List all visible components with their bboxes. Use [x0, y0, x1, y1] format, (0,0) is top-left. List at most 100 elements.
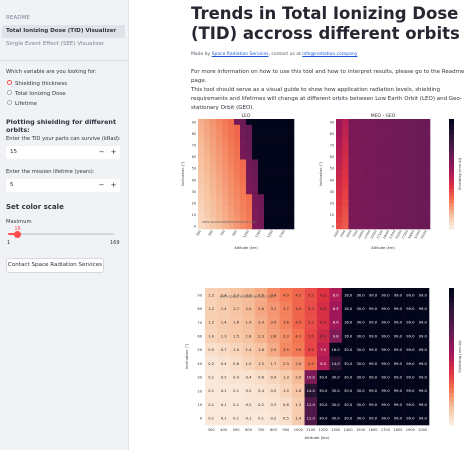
heatmap-cell	[198, 130, 205, 137]
radio-lifetime[interactable]: Lifetime	[7, 100, 37, 108]
heatmap-cell	[222, 136, 229, 143]
cell-value-label: 99.0	[406, 375, 415, 379]
cell-value-label: 14.0	[332, 362, 341, 366]
heatmap-cell	[264, 130, 271, 137]
cell-value-label: 3.1	[271, 307, 277, 311]
heatmap-cell	[354, 153, 362, 160]
y-tick-label: 50	[197, 348, 202, 352]
heatmap-cell	[366, 342, 380, 357]
contact-button[interactable]: Contact Space Radiation Services	[6, 258, 104, 273]
heatmap-cell	[258, 176, 265, 183]
heatmap-cell	[282, 165, 289, 172]
heatmap-cell	[367, 142, 374, 149]
heatmap-cell	[416, 356, 430, 371]
colorbar-segment	[449, 119, 454, 124]
heatmap-cell	[288, 176, 295, 183]
heatmap-cell	[217, 356, 231, 371]
heatmap-cell	[392, 188, 399, 195]
heatmap-cell	[264, 188, 271, 195]
heatmap-cell	[204, 176, 211, 183]
heatmap-cell	[264, 200, 271, 207]
lifetime-input[interactable]: 5 − +	[6, 179, 120, 192]
y-tick-label: 40	[197, 362, 202, 366]
sidebar: README Total Ionizing Dose (TID) Visuali…	[0, 0, 129, 450]
heatmap-cell	[348, 136, 356, 143]
lifetime-value[interactable]: 5	[10, 182, 14, 188]
heatmap-cell	[288, 147, 295, 155]
nav-tid-visualizer[interactable]: Total Ionizing Dose (TID) Visualizer	[2, 25, 125, 38]
heatmap-cell	[411, 194, 418, 201]
lifetime-increment-button[interactable]: +	[110, 181, 117, 189]
heatmap-cell	[204, 153, 211, 160]
heatmap-cell	[404, 176, 412, 183]
lifetime-decrement-button[interactable]: −	[98, 181, 105, 189]
heatmap-cell	[270, 159, 277, 166]
nav-see-visualizer[interactable]: Single Event Effect (SEE) Visualizer	[6, 41, 105, 47]
cell-value-label: 1.5	[233, 334, 240, 338]
heatmap-cell	[404, 165, 412, 172]
heatmap-cell	[240, 142, 247, 149]
cell-value-label: 0.1	[208, 389, 214, 393]
heatmap-cell	[361, 205, 368, 212]
heatmap-cell	[367, 147, 374, 155]
tid-decrement-button[interactable]: −	[98, 148, 105, 156]
heatmap-cell	[222, 147, 229, 155]
tid-value[interactable]: 15	[10, 149, 18, 155]
colorbar-segment	[449, 126, 454, 131]
heatmap-cell	[417, 147, 425, 155]
y-tick-label: 60	[192, 155, 196, 159]
radio-shielding-thickness[interactable]: Shielding thickness	[7, 80, 67, 88]
cell-value-label: 2.5	[271, 348, 278, 352]
colorbar-segment	[449, 374, 454, 380]
nav-readme[interactable]: README	[6, 15, 30, 21]
space-radiation-link[interactable]: Space Radiation Services	[211, 52, 269, 57]
cell-value-label: 2.8	[295, 362, 302, 366]
heatmap-cell	[386, 205, 393, 212]
heatmap-cell	[246, 124, 253, 131]
radio-selected-icon	[7, 80, 12, 85]
tid-increment-button[interactable]: +	[110, 148, 117, 156]
heatmap-cell	[216, 153, 223, 160]
heatmap-cell	[252, 153, 259, 160]
color-scale-slider[interactable]	[8, 230, 114, 238]
heatmap-cell	[398, 217, 406, 224]
cell-value-label: 0.1	[221, 417, 227, 421]
heatmap-cell	[252, 124, 259, 131]
heatmap-cell	[386, 147, 393, 155]
heatmap-cell	[240, 194, 247, 201]
x-tick-label: 1300	[254, 230, 262, 239]
email-link[interactable]: info@radiation.company	[302, 52, 358, 57]
heatmap-cell	[416, 288, 430, 302]
heatmap-cell	[398, 188, 406, 195]
colorbar-segment	[449, 297, 454, 303]
heatmap-cell	[373, 159, 381, 166]
heatmap-cell	[246, 211, 253, 218]
tid-input[interactable]: 15 − +	[6, 146, 120, 159]
cell-value-label: 2.0	[246, 307, 253, 311]
heatmap-cell	[373, 142, 381, 149]
heatmap-cell	[282, 194, 289, 201]
heatmap-cell	[404, 147, 412, 155]
heatmap-cell	[252, 200, 259, 207]
radio-total-ionizing-dose[interactable]: Total Ionizing Dose	[7, 90, 66, 98]
heatmap-cell	[386, 217, 393, 224]
heatmap-cell	[210, 142, 217, 149]
leo-panel-title: LEO	[242, 113, 251, 119]
cell-value-label: 30.0	[356, 307, 365, 311]
cell-value-label: 1.2	[208, 307, 214, 311]
cell-value-label: 0.6	[283, 403, 290, 407]
heatmap-cell	[348, 165, 356, 172]
slider-handle[interactable]	[14, 230, 22, 238]
heatmap-cell	[234, 165, 241, 172]
heatmap-cell	[264, 165, 271, 172]
cell-value-label: 1.2	[208, 321, 214, 325]
heatmap-cell	[354, 315, 368, 330]
heatmap-cell	[398, 176, 406, 183]
y-tick-label: 20	[192, 201, 196, 205]
cell-value-label: 6.4	[320, 321, 327, 325]
watermark: www.spaceradiationservices.com	[202, 220, 257, 224]
heatmap-cell	[198, 217, 205, 224]
heatmap-cell	[367, 119, 374, 126]
heatmap-cell	[336, 205, 343, 212]
heatmap-cell	[222, 176, 229, 183]
